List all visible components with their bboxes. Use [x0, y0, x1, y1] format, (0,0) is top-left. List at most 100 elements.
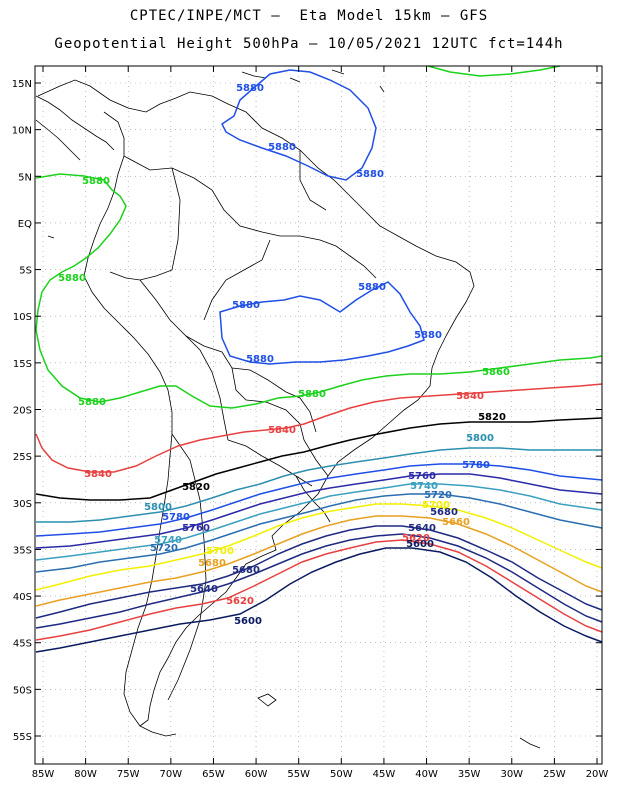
lon-tick-label: 60W: [245, 769, 268, 780]
contour-label: 5880: [356, 169, 384, 180]
coast-segment: [331, 69, 345, 75]
coast-segment: [203, 239, 271, 321]
coast-segment: [139, 279, 247, 401]
lon-tick-label: 20W: [586, 769, 609, 780]
contour-line: [36, 447, 602, 523]
coast-segment: [519, 737, 541, 749]
contour-label: 5760: [408, 471, 436, 482]
contour-label: 5880: [232, 300, 260, 311]
contour-label: 5880: [82, 176, 110, 187]
coast-segment: [257, 693, 277, 707]
contour-labels: 5880 5880 5880 5880 5880 5880 5880 5880 5880 5880…: [58, 83, 510, 627]
contour-line: [35, 173, 127, 331]
contour-label: 5860: [482, 367, 510, 378]
contour-label: 5780: [462, 460, 490, 471]
contour-label: 5680: [232, 565, 260, 576]
coast-segment: [295, 475, 331, 523]
contour-label: 5800: [144, 502, 172, 513]
map-frame: [34, 65, 603, 765]
lat-tick-label: 15N: [12, 79, 32, 90]
contour-line: [427, 65, 561, 77]
lon-tick-label: 55W: [287, 769, 310, 780]
contour-line: [35, 539, 603, 641]
coast-segment: [139, 725, 177, 737]
lon-tick-label: 70W: [160, 769, 183, 780]
lon-tick-label: 25W: [543, 769, 566, 780]
coastline: [35, 69, 541, 749]
contour-label: 5640: [190, 584, 218, 595]
coast-segment: [379, 85, 385, 93]
coast-segment: [109, 167, 181, 281]
contour-line: [35, 515, 603, 607]
contour-line: [219, 281, 425, 365]
contour-label: 5600: [234, 616, 262, 627]
contour-label: 5700: [206, 546, 234, 557]
contour-label: 5880: [414, 330, 442, 341]
contour-label: 5820: [478, 412, 506, 423]
contour-label: 5840: [268, 425, 296, 436]
lat-tick-label: 5N: [18, 172, 32, 183]
lon-tick-label: 85W: [32, 769, 55, 780]
contour-label: 5880: [246, 354, 274, 365]
contour-label: 5700: [422, 500, 450, 511]
lon-tick-label: 75W: [117, 769, 140, 780]
lat-tick-label: 45S: [13, 639, 32, 650]
contour-line: [35, 473, 603, 549]
lat-tick-label: 10N: [12, 126, 32, 137]
contour-label: 5620: [402, 533, 430, 544]
contour-label: 5800: [466, 433, 494, 444]
contour-line: [35, 503, 603, 591]
contour-line: [35, 533, 603, 629]
lon-tick-label: 50W: [330, 769, 353, 780]
lat-tick-label: 35S: [13, 545, 32, 556]
contour-label: 5720: [150, 543, 178, 554]
coast-segment: [35, 95, 115, 151]
coast-segment: [241, 71, 267, 79]
contour-line: [35, 417, 603, 501]
chart-title-line1: CPTEC/INPE/MCT – Eta Model 15km – GFS: [129, 8, 489, 24]
contour-line: [35, 547, 603, 653]
lat-tick-label: 5S: [19, 266, 32, 277]
contour-label: 5880: [358, 282, 386, 293]
contour-label: 5720: [424, 490, 452, 501]
contour-label: 5840: [84, 469, 112, 480]
contour-label: 5680: [430, 507, 458, 518]
lon-tick-label: 30W: [500, 769, 523, 780]
lat-tick-label: 15S: [13, 359, 32, 370]
contour-line: [35, 525, 603, 619]
contour-label: 5880: [236, 83, 264, 94]
lon-tick-label: 80W: [74, 769, 97, 780]
lon-tick-label: 40W: [415, 769, 438, 780]
lat-tick-label: 55S: [13, 732, 32, 743]
contour-label: 5760: [182, 523, 210, 534]
lat-tick-label: 40S: [13, 592, 32, 603]
contour-label: 5820: [182, 482, 210, 493]
contour-label: 5880: [268, 142, 296, 153]
contour-line: [35, 493, 603, 573]
chart-title-line2: Geopotential Height 500hPa – 10/05/2021 …: [54, 36, 564, 52]
contour-label: 5740: [410, 481, 438, 492]
contour-label: 5780: [162, 512, 190, 523]
lat-tick-label: 30S: [13, 499, 32, 510]
contour-label: 5880: [78, 397, 106, 408]
coast-segment: [47, 235, 55, 239]
coast-segment: [299, 150, 327, 211]
contour-line: [35, 483, 603, 561]
contour-label: 5660: [442, 517, 470, 528]
contour-label: 5880: [298, 389, 326, 400]
contour-label: 5680: [198, 558, 226, 569]
coast-segment: [35, 119, 81, 161]
contour-line: [35, 383, 603, 473]
lat-tick-label: EQ: [18, 219, 32, 230]
contour-label: 5640: [408, 523, 436, 534]
coast-segment: [123, 155, 377, 279]
coast-segment: [185, 335, 229, 441]
lat-tick-label: 25S: [13, 452, 32, 463]
contour-label: 5600: [406, 539, 434, 550]
lat-tick-label: 10S: [13, 312, 32, 323]
contour-line: [35, 463, 603, 537]
contour-lines: [35, 65, 603, 653]
lon-tick-label: 65W: [202, 769, 225, 780]
contour-label: 5880: [58, 273, 86, 284]
